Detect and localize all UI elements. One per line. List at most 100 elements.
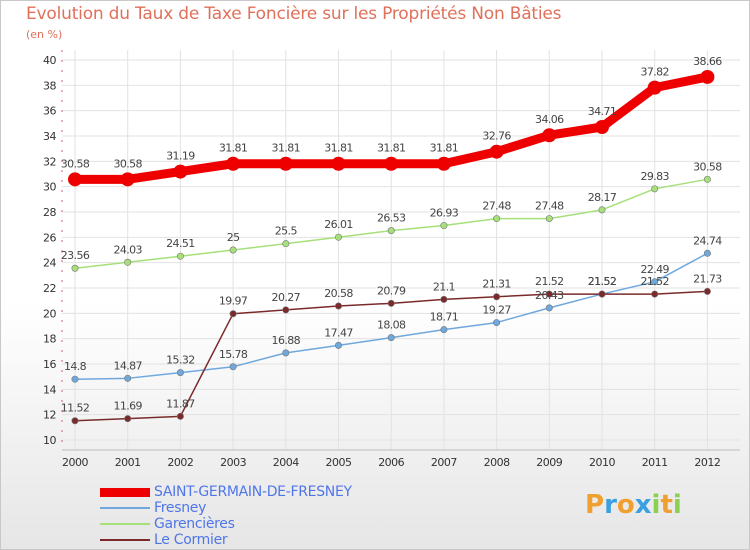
data-point <box>545 215 553 223</box>
y-tick-label: 34 <box>43 130 56 143</box>
x-tick-label: 2010 <box>589 456 615 469</box>
data-point <box>493 215 501 223</box>
data-point <box>700 69 715 84</box>
y-tick-label: 28 <box>43 206 56 219</box>
data-label: 30.58 <box>113 157 142 170</box>
y-tick-label: 32 <box>43 155 56 168</box>
data-label: 21.52 <box>588 275 617 288</box>
legend-item: Le Cormier <box>100 532 352 548</box>
data-label: 20.27 <box>272 291 301 304</box>
data-label: 29.83 <box>640 170 669 183</box>
data-label: 31.81 <box>430 142 459 155</box>
legend-swatch <box>100 507 150 509</box>
legend-swatch <box>100 487 150 497</box>
data-point <box>68 172 82 187</box>
x-tick-label: 2008 <box>484 456 510 469</box>
legend-swatch <box>100 523 150 525</box>
y-tick-label: 24 <box>43 257 56 270</box>
data-label: 15.78 <box>219 348 248 361</box>
logo-letter: t <box>660 490 673 520</box>
data-point <box>598 290 606 298</box>
data-point <box>595 120 609 135</box>
data-label: 24.74 <box>693 234 722 247</box>
data-point <box>176 412 184 420</box>
data-point <box>282 349 290 357</box>
data-label: 26.53 <box>377 212 406 225</box>
data-label: 21.73 <box>693 272 722 285</box>
logo-letter: P <box>585 490 605 520</box>
data-label: 11.69 <box>113 400 142 413</box>
data-point <box>493 293 501 301</box>
data-label: 19.27 <box>482 304 511 317</box>
data-label: 18.08 <box>377 319 406 332</box>
data-point <box>71 375 79 383</box>
logo-letter: r <box>604 490 617 520</box>
data-label: 21.52 <box>640 275 669 288</box>
data-point <box>647 80 662 95</box>
logo-letter: i <box>651 490 661 520</box>
y-tick-label: 30 <box>43 181 56 194</box>
data-point <box>229 310 237 318</box>
chart-title: Evolution du Taux de Taxe Foncière sur l… <box>26 4 562 24</box>
data-label: 20.43 <box>535 289 564 302</box>
data-label: 31.81 <box>219 142 248 155</box>
x-tick-label: 2001 <box>115 456 141 469</box>
data-label: 14.8 <box>64 360 87 373</box>
data-point <box>440 326 448 334</box>
legend-item: Fresney <box>100 500 352 516</box>
data-point <box>651 290 659 298</box>
data-label: 20.79 <box>377 284 406 297</box>
data-label: 18.71 <box>430 311 459 324</box>
data-point <box>493 319 501 327</box>
x-tick-label: 2006 <box>378 456 404 469</box>
data-label: 22.49 <box>640 263 669 276</box>
data-label: 34.71 <box>588 105 617 118</box>
legend-item: SAINT-GERMAIN-DE-FRESNEY <box>100 484 352 500</box>
y-tick-label: 10 <box>43 434 56 447</box>
data-label: 21.31 <box>482 278 511 291</box>
data-label: 31.81 <box>377 142 406 155</box>
data-label: 25.5 <box>275 225 298 238</box>
data-point <box>598 206 606 214</box>
legend-label: Le Cormier <box>154 532 228 548</box>
data-label: 38.66 <box>693 55 722 68</box>
data-point <box>226 156 241 171</box>
data-point <box>124 374 132 382</box>
data-label: 15.32 <box>166 354 195 367</box>
data-point <box>334 341 342 349</box>
legend-label: Garencières <box>154 516 235 532</box>
data-label: 20.58 <box>324 287 353 300</box>
x-tick-label: 2011 <box>642 456 668 469</box>
data-label: 26.93 <box>430 207 459 220</box>
data-point <box>387 299 395 307</box>
data-label: 21.52 <box>588 275 617 288</box>
x-tick-label: 2005 <box>326 456 352 469</box>
data-label: 34.06 <box>535 113 564 126</box>
data-point <box>71 417 79 425</box>
data-label: 11.87 <box>166 397 195 410</box>
legend-swatch <box>100 539 150 541</box>
y-tick-label: 12 <box>43 409 56 422</box>
data-point <box>331 156 346 171</box>
data-point <box>173 164 188 179</box>
data-label: 25 <box>227 231 240 244</box>
data-label: 27.48 <box>535 200 564 213</box>
data-point <box>703 249 711 257</box>
data-label: 16.88 <box>272 334 301 347</box>
data-point <box>703 175 711 183</box>
y-tick-label: 20 <box>43 307 56 320</box>
data-point <box>71 264 79 272</box>
data-label: 30.58 <box>693 160 722 173</box>
y-tick-label: 22 <box>43 282 56 295</box>
y-tick-label: 38 <box>43 79 56 92</box>
y-tick-label: 40 <box>43 54 56 67</box>
data-point <box>278 156 293 171</box>
logo-letter: o <box>616 490 635 520</box>
data-point <box>545 304 553 312</box>
legend: SAINT-GERMAIN-DE-FRESNEY Fresney Garenci… <box>100 484 352 548</box>
x-tick-label: 2007 <box>431 456 457 469</box>
data-point <box>282 306 290 314</box>
x-tick-label: 2009 <box>536 456 562 469</box>
data-point <box>229 246 237 254</box>
